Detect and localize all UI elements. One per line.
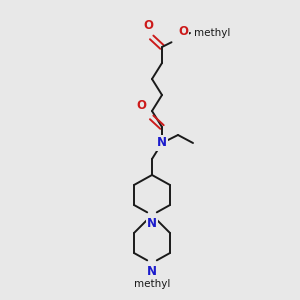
- Text: O: O: [178, 25, 188, 38]
- Text: methyl: methyl: [134, 279, 170, 289]
- Text: N: N: [147, 265, 157, 278]
- Text: O: O: [143, 19, 153, 32]
- Text: N: N: [147, 217, 157, 230]
- Text: methyl: methyl: [194, 28, 230, 38]
- Text: N: N: [157, 136, 167, 149]
- Text: O: O: [136, 99, 146, 112]
